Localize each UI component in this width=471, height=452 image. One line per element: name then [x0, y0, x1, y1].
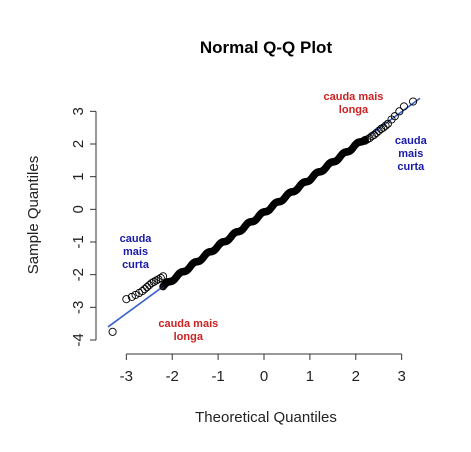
- annotation-label: cauda mais curta: [395, 135, 428, 173]
- data-point: [154, 275, 163, 284]
- y-tick-label: -1: [70, 235, 87, 248]
- data-point: [360, 136, 369, 145]
- annotation-label: cauda mais longa: [158, 318, 218, 343]
- data-point: [395, 107, 404, 116]
- data-point: [381, 121, 390, 130]
- y-tick-label: -3: [70, 301, 87, 314]
- axes: -3 -2 -1 0 1 2 3 -4 -3 -2 -1 0 1 2 3: [70, 107, 406, 385]
- y-tick-label: 2: [70, 140, 87, 148]
- data-point: [156, 273, 165, 282]
- x-tick-label: 2: [352, 368, 360, 385]
- annotation-label: cauda mais longa: [324, 91, 384, 116]
- data-point: [142, 283, 152, 292]
- data-point: [140, 284, 149, 294]
- x-tick-label: -3: [120, 368, 133, 385]
- data-point: [149, 277, 158, 286]
- y-tick-label: 1: [70, 172, 87, 180]
- y-tick-label: 0: [70, 205, 87, 213]
- x-tick-label: -2: [166, 368, 179, 385]
- y-tick-label: 3: [70, 107, 87, 115]
- x-tick-label: -1: [211, 368, 224, 385]
- y-tick-label: -4: [70, 333, 87, 346]
- data-point: [152, 276, 161, 285]
- data-point: [147, 279, 156, 288]
- y-axis-title: Sample Quantiles: [25, 156, 42, 274]
- data-points: [108, 97, 418, 336]
- data-point: [159, 272, 168, 281]
- x-tick-label: 0: [260, 368, 268, 385]
- annotation-label: cauda mais curta: [120, 233, 153, 271]
- y-tick-label: -2: [70, 268, 87, 281]
- data-point: [122, 295, 131, 304]
- data-point: [108, 327, 117, 336]
- chart-title: Normal Q-Q Plot: [200, 38, 333, 57]
- data-point: [399, 102, 408, 111]
- data-point: [390, 112, 399, 121]
- annotations: cauda mais longa cauda mais curta cauda mais cu…: [120, 91, 428, 343]
- data-point: [409, 97, 418, 106]
- x-axis-title: Theoretical Quantiles: [195, 409, 337, 426]
- x-tick-label: 3: [397, 368, 405, 385]
- x-tick-label: 1: [306, 368, 314, 385]
